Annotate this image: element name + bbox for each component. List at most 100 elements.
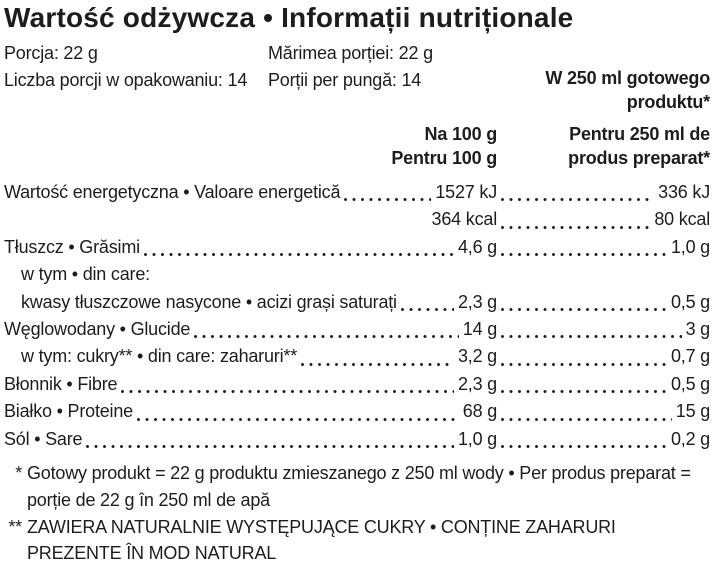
footnote-marker: ** [8, 516, 22, 537]
column-header-per-250ml: Pentru 250 ml de produs preparat* [497, 123, 710, 170]
dot-leader [82, 426, 458, 453]
dot-leader [497, 206, 654, 233]
footnotes: * Gotowy produkt = 22 g produktu zmieszan… [4, 460, 710, 567]
row-section-per-100g: Błonnik • Fibre 2,3 g [4, 371, 497, 398]
footnote: ** ZAWIERA NATURALNIE WYSTĘPUJĄCE CUKRY •… [4, 514, 710, 568]
row-section-per-100g: w tym • din care: [4, 261, 497, 288]
servings-per-pack-ro: Porții per pungă: 14 [268, 70, 422, 90]
table-row: Tłuszcz • Grăsimi 4,6 g 1,0 g [4, 234, 710, 261]
column-header-prepared: W 250 ml gotowego produktu* [510, 67, 710, 114]
row-section-per-250ml: 3 g [497, 316, 710, 343]
row-section-per-100g: Węglowodany • Glucide 14 g [4, 316, 497, 343]
row-section-per-100g: Wartość energetyczna • Valoare energetic… [4, 179, 497, 206]
nutrient-label: kwasy tłuszczowe nasycone • acizi grași … [21, 291, 397, 312]
nutrient-label: Węglowodany • Glucide [4, 318, 191, 339]
serving-info: Porcja: 22 g Liczba porcji w opakowaniu:… [4, 40, 710, 114]
value-per-100g: 364 kcal [431, 209, 498, 230]
value-per-250ml: 0,2 g [670, 428, 710, 449]
row-section-per-100g: 364 kcal [4, 206, 498, 233]
table-row: kwasy tłuszczowe nasycone • acizi grași … [4, 289, 710, 316]
column-header-per-100g-line1: Na 100 g [424, 124, 498, 144]
footnote-text: ZAWIERA NATURALNIE WYSTĘPUJĄCE CUKRY • C… [27, 516, 616, 564]
dot-leader [497, 398, 676, 425]
value-per-100g: 3,2 g [457, 346, 497, 367]
value-per-250ml: 1,0 g [670, 236, 710, 257]
footnote: * Gotowy produkt = 22 g produktu zmieszan… [4, 460, 710, 514]
serving-size-pl: Porcja: 22 g [4, 43, 98, 63]
table-row: w tym • din care: [4, 261, 710, 288]
footnote-marker: * [15, 462, 22, 483]
row-section-per-250ml: 1,0 g [497, 234, 710, 261]
dot-leader [497, 343, 671, 370]
dot-leader [497, 179, 658, 206]
table-row: Węglowodany • Glucide 14 g 3 g [4, 316, 710, 343]
value-per-100g: 4,6 g [457, 236, 497, 257]
dot-leader [497, 426, 671, 453]
dot-leader [497, 371, 671, 398]
nutrient-label: Wartość energetyczna • Valoare energetic… [4, 182, 341, 202]
value-per-100g: 1,0 g [457, 428, 497, 449]
dot-leader [497, 316, 686, 343]
dot-leader [397, 289, 458, 316]
nutrient-label: Białko • Proteine [4, 401, 133, 422]
dot-leader [117, 371, 458, 398]
table-row: w tym: cukry** • din care: zaharuri** 3,2… [4, 343, 710, 370]
row-section-per-100g: Tłuszcz • Grăsimi 4,6 g [4, 234, 497, 261]
value-per-100g: 14 g [462, 318, 497, 339]
dot-leader [4, 206, 432, 233]
value-per-250ml: 80 kcal [654, 209, 710, 230]
dot-leader [297, 343, 458, 370]
column-header-prepared-line1: W 250 ml gotowego [545, 68, 710, 88]
table-row: Białko • Proteine 68 g 15 g [4, 398, 710, 425]
value-per-250ml: 336 kJ [658, 182, 710, 202]
value-per-250ml: 3 g [685, 318, 711, 339]
value-per-250ml: 0,5 g [670, 373, 710, 394]
row-section-per-250ml: 0,2 g [497, 426, 710, 453]
row-section-per-250ml: 0,5 g [497, 371, 710, 398]
nutrient-label: Sól • Sare [4, 428, 83, 449]
dot-leader [497, 234, 671, 261]
row-section-per-250ml: 0,7 g [497, 343, 710, 370]
value-per-250ml: 15 g [675, 401, 710, 422]
footnote-text: Gotowy produkt = 22 g produktu zmieszane… [27, 462, 691, 510]
value-per-250ml: 0,7 g [670, 346, 710, 367]
servings-per-pack-pl: Liczba porcji w opakowaniu: 14 [4, 70, 248, 90]
row-section-per-250ml: 15 g [497, 398, 710, 425]
nutrient-label: Błonnik • Fibre [4, 373, 118, 394]
column-header-prepared-line2: produktu* [626, 91, 710, 112]
nutrient-label: w tym • din care: [21, 264, 150, 285]
row-section-per-250ml: 336 kJ [497, 179, 710, 206]
serving-info-ro: Mărimea porției: 22 g Porții per pungă: … [268, 40, 510, 114]
row-section-per-250ml: 0,5 g [497, 289, 710, 316]
dot-leader [340, 179, 435, 206]
table-row: Wartość energetyczna • Valoare energetic… [4, 179, 710, 206]
row-section-per-100g: Sól • Sare 1,0 g [4, 426, 497, 453]
serving-size-ro: Mărimea porției: 22 g [268, 43, 433, 63]
value-per-100g: 1527 kJ [435, 182, 497, 202]
row-section-per-100g: Białko • Proteine 68 g [4, 398, 497, 425]
column-header-per-250ml-line2: produs preparat* [568, 147, 710, 168]
value-per-100g: 2,3 g [457, 373, 497, 394]
column-header-per-100g-line2: Pentru 100 g [391, 147, 497, 168]
row-section-per-100g: w tym: cukry** • din care: zaharuri** 3,2… [4, 343, 497, 370]
dot-leader [140, 234, 458, 261]
nutrition-table: Wartość energetyczna • Valoare energetic… [4, 179, 710, 453]
column-headers: Na 100 g Pentru 100 g Pentru 250 ml de p… [4, 123, 710, 170]
nutrient-label: Tłuszcz • Grăsimi [4, 236, 140, 257]
value-per-250ml: 0,5 g [670, 291, 710, 312]
table-row: Sól • Sare 1,0 g 0,2 g [4, 426, 710, 453]
value-per-100g: 2,3 g [457, 291, 497, 312]
dot-leader [497, 289, 671, 316]
dot-leader [190, 316, 463, 343]
dot-leader [133, 398, 463, 425]
page-title: Wartość odżywcza • Informații nutriționa… [4, 2, 574, 33]
column-header-per-250ml-line1: Pentru 250 ml de [569, 124, 710, 144]
nutrient-label: w tym: cukry** • din care: zaharuri** [21, 346, 297, 367]
column-header-per-100g: Na 100 g Pentru 100 g [4, 123, 497, 170]
table-row: 364 kcal 80 kcal [4, 206, 711, 233]
serving-info-pl: Porcja: 22 g Liczba porcji w opakowaniu:… [4, 40, 268, 114]
value-per-100g: 68 g [462, 401, 497, 422]
row-section-per-250ml: 80 kcal [497, 206, 710, 233]
row-section-per-100g: kwasy tłuszczowe nasycone • acizi grași … [4, 289, 497, 316]
